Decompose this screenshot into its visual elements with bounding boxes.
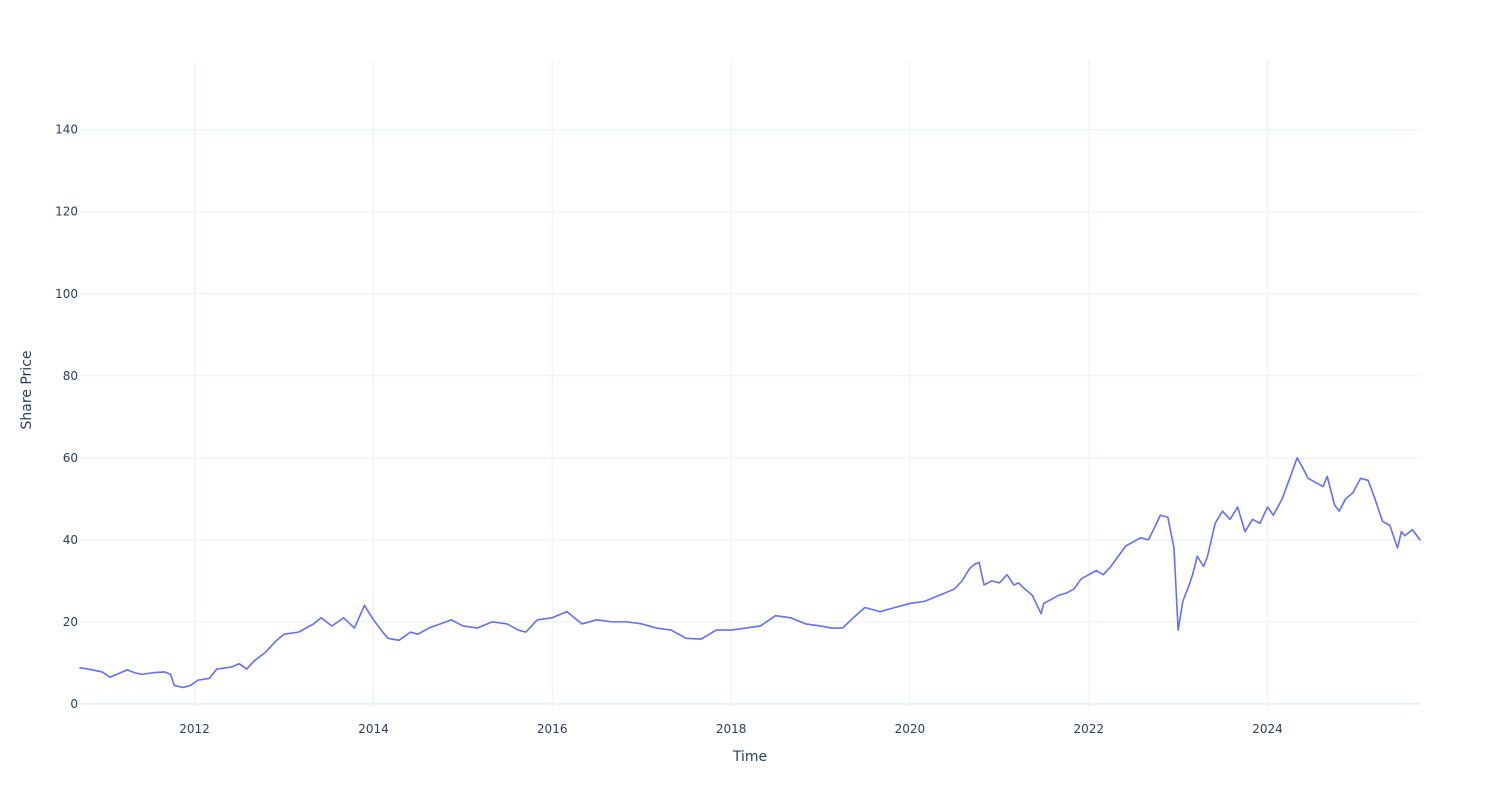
y-axis-ticks: 0 20 40 60 80 100 120 140 [55, 123, 78, 711]
x-tick-label: 2018 [716, 722, 747, 736]
x-tick-label: 2020 [895, 722, 926, 736]
y-tick-label: 40 [63, 533, 78, 547]
x-tick-label: 2014 [358, 722, 389, 736]
y-tick-label: 100 [55, 287, 78, 301]
line-layer [79, 457, 1421, 689]
x-tick-label: 2012 [179, 722, 210, 736]
y-tick-label: 80 [63, 369, 78, 383]
x-tick-label: 2022 [1074, 722, 1105, 736]
y-tick-label: 20 [63, 615, 78, 629]
x-axis-title: Time [732, 749, 767, 765]
x-axis-ticks: 2012 2014 2016 2018 2020 2022 2024 [179, 722, 1282, 736]
x-tick-label: 2024 [1252, 722, 1283, 736]
y-tick-label: 140 [55, 123, 78, 137]
x-tick-label: 2016 [537, 722, 568, 736]
share-price-series-line [79, 457, 1421, 689]
y-tick-label: 120 [55, 205, 78, 219]
y-tick-label: 0 [70, 697, 78, 711]
grid-layer [80, 60, 1420, 708]
y-tick-label: 60 [63, 451, 78, 465]
y-axis-title: Share Price [19, 350, 35, 429]
